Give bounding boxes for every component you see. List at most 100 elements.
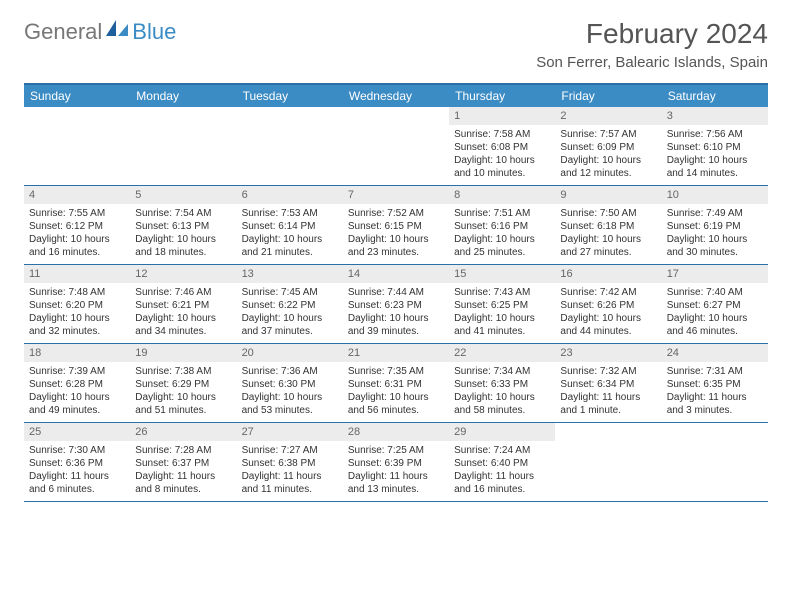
daylight-line: Daylight: 10 hours and 32 minutes. <box>29 312 125 338</box>
daylight-line: Daylight: 10 hours and 51 minutes. <box>135 391 231 417</box>
sunset-line: Sunset: 6:22 PM <box>242 299 338 312</box>
week-row: 18Sunrise: 7:39 AMSunset: 6:28 PMDayligh… <box>24 344 768 423</box>
day-number: 22 <box>449 344 555 362</box>
daylight-line: Daylight: 10 hours and 41 minutes. <box>454 312 550 338</box>
day-cell: 3Sunrise: 7:56 AMSunset: 6:10 PMDaylight… <box>662 107 768 185</box>
day-number: 29 <box>449 423 555 441</box>
sunset-line: Sunset: 6:16 PM <box>454 220 550 233</box>
sunset-line: Sunset: 6:23 PM <box>348 299 444 312</box>
day-body: Sunrise: 7:43 AMSunset: 6:25 PMDaylight:… <box>449 286 555 342</box>
day-body: Sunrise: 7:40 AMSunset: 6:27 PMDaylight:… <box>662 286 768 342</box>
daylight-line: Daylight: 10 hours and 34 minutes. <box>135 312 231 338</box>
sunset-line: Sunset: 6:29 PM <box>135 378 231 391</box>
day-cell: 10Sunrise: 7:49 AMSunset: 6:19 PMDayligh… <box>662 186 768 264</box>
day-number: 16 <box>555 265 661 283</box>
day-cell: 18Sunrise: 7:39 AMSunset: 6:28 PMDayligh… <box>24 344 130 422</box>
day-cell: 27 Sunrise: 7:27 AMSunset: 6:38 PMDayligh… <box>237 423 343 501</box>
weekday-thu: Thursday <box>449 85 555 107</box>
header: General Blue February 2024 Son Ferrer, B… <box>24 18 768 71</box>
calendar: Sunday Monday Tuesday Wednesday Thursday… <box>24 83 768 502</box>
week-row: 25Sunrise: 7:30 AMSunset: 6:36 PMDayligh… <box>24 423 768 502</box>
day-body: Sunrise: 7:42 AMSunset: 6:26 PMDaylight:… <box>555 286 661 342</box>
sunset-line: Sunset: 6:35 PM <box>667 378 763 391</box>
sunset-line: Sunset: 6:25 PM <box>454 299 550 312</box>
day-number: 12 <box>130 265 236 283</box>
sunrise-line: Sunrise: 7:57 AM <box>560 128 656 141</box>
sunrise-line: Sunrise: 7:24 AM <box>454 444 550 457</box>
day-number: 13 <box>237 265 343 283</box>
day-body: Sunrise: 7:45 AMSunset: 6:22 PMDaylight:… <box>237 286 343 342</box>
day-number: 23 <box>555 344 661 362</box>
sunrise-line: Sunrise: 7:56 AM <box>667 128 763 141</box>
day-body: Sunrise: 7:44 AMSunset: 6:23 PMDaylight:… <box>343 286 449 342</box>
sail-icon <box>104 18 130 45</box>
day-cell: 14Sunrise: 7:44 AMSunset: 6:23 PMDayligh… <box>343 265 449 343</box>
daylight-line: Daylight: 10 hours and 27 minutes. <box>560 233 656 259</box>
day-cell: 8Sunrise: 7:51 AMSunset: 6:16 PMDaylight… <box>449 186 555 264</box>
daylight-line: Daylight: 11 hours and 16 minutes. <box>454 470 550 496</box>
day-cell: 21Sunrise: 7:35 AMSunset: 6:31 PMDayligh… <box>343 344 449 422</box>
weekday-wed: Wednesday <box>343 85 449 107</box>
daylight-line: Daylight: 11 hours and 11 minutes. <box>242 470 338 496</box>
sunrise-line: Sunrise: 7:28 AM <box>135 444 231 457</box>
day-body: Sunrise: 7:35 AMSunset: 6:31 PMDaylight:… <box>343 365 449 421</box>
day-body: Sunrise: 7:46 AMSunset: 6:21 PMDaylight:… <box>130 286 236 342</box>
day-cell: 6Sunrise: 7:53 AMSunset: 6:14 PMDaylight… <box>237 186 343 264</box>
day-number: 1 <box>449 107 555 125</box>
month-title: February 2024 <box>536 18 768 50</box>
day-cell: 23Sunrise: 7:32 AMSunset: 6:34 PMDayligh… <box>555 344 661 422</box>
day-number: 27 <box>237 423 343 441</box>
day-number: 10 <box>662 186 768 204</box>
sunset-line: Sunset: 6:30 PM <box>242 378 338 391</box>
day-number: 6 <box>237 186 343 204</box>
sunset-line: Sunset: 6:12 PM <box>29 220 125 233</box>
sunrise-line: Sunrise: 7:30 AM <box>29 444 125 457</box>
day-number: 2 <box>555 107 661 125</box>
day-body: Sunrise: 7:34 AMSunset: 6:33 PMDaylight:… <box>449 365 555 421</box>
day-cell: 28Sunrise: 7:25 AMSunset: 6:39 PMDayligh… <box>343 423 449 501</box>
day-number: 11 <box>24 265 130 283</box>
day-cell: 20Sunrise: 7:36 AMSunset: 6:30 PMDayligh… <box>237 344 343 422</box>
day-cell: 15 Sunrise: 7:43 AMSunset: 6:25 PMDayligh… <box>449 265 555 343</box>
sunrise-line: Sunrise: 7:54 AM <box>135 207 231 220</box>
day-body: Sunrise: 7:54 AMSunset: 6:13 PMDaylight:… <box>130 207 236 263</box>
day-body: Sunrise: 7:27 AMSunset: 6:38 PMDaylight:… <box>237 444 343 500</box>
day-cell: 1Sunrise: 7:58 AMSunset: 6:08 PMDaylight… <box>449 107 555 185</box>
day-body: Sunrise: 7:55 AMSunset: 6:12 PMDaylight:… <box>24 207 130 263</box>
sunset-line: Sunset: 6:34 PM <box>560 378 656 391</box>
day-number: 18 <box>24 344 130 362</box>
daylight-line: Daylight: 10 hours and 21 minutes. <box>242 233 338 259</box>
daylight-line: Daylight: 10 hours and 56 minutes. <box>348 391 444 417</box>
day-cell: . <box>555 423 661 501</box>
day-cell: 12 Sunrise: 7:46 AMSunset: 6:21 PMDayligh… <box>130 265 236 343</box>
day-number: 9 <box>555 186 661 204</box>
sunset-line: Sunset: 6:36 PM <box>29 457 125 470</box>
daylight-line: Daylight: 10 hours and 23 minutes. <box>348 233 444 259</box>
daylight-line: Daylight: 10 hours and 14 minutes. <box>667 154 763 180</box>
daylight-line: Daylight: 10 hours and 37 minutes. <box>242 312 338 338</box>
sunrise-line: Sunrise: 7:45 AM <box>242 286 338 299</box>
sunset-line: Sunset: 6:31 PM <box>348 378 444 391</box>
location: Son Ferrer, Balearic Islands, Spain <box>536 54 768 71</box>
sunset-line: Sunset: 6:13 PM <box>135 220 231 233</box>
day-cell: 9Sunrise: 7:50 AMSunset: 6:18 PMDaylight… <box>555 186 661 264</box>
sunrise-line: Sunrise: 7:42 AM <box>560 286 656 299</box>
daylight-line: Daylight: 10 hours and 25 minutes. <box>454 233 550 259</box>
weekday-sun: Sunday <box>24 85 130 107</box>
day-cell: 22 Sunrise: 7:34 AMSunset: 6:33 PMDayligh… <box>449 344 555 422</box>
sunset-line: Sunset: 6:09 PM <box>560 141 656 154</box>
day-number: 5 <box>130 186 236 204</box>
sunset-line: Sunset: 6:20 PM <box>29 299 125 312</box>
sunset-line: Sunset: 6:21 PM <box>135 299 231 312</box>
day-body: Sunrise: 7:36 AMSunset: 6:30 PMDaylight:… <box>237 365 343 421</box>
sunrise-line: Sunrise: 7:39 AM <box>29 365 125 378</box>
day-cell: 11Sunrise: 7:48 AMSunset: 6:20 PMDayligh… <box>24 265 130 343</box>
daylight-line: Daylight: 11 hours and 1 minute. <box>560 391 656 417</box>
sunrise-line: Sunrise: 7:53 AM <box>242 207 338 220</box>
day-body: Sunrise: 7:57 AMSunset: 6:09 PMDaylight:… <box>555 128 661 184</box>
sunrise-line: Sunrise: 7:40 AM <box>667 286 763 299</box>
day-cell: 25Sunrise: 7:30 AMSunset: 6:36 PMDayligh… <box>24 423 130 501</box>
title-block: February 2024 Son Ferrer, Balearic Islan… <box>536 18 768 71</box>
sunset-line: Sunset: 6:40 PM <box>454 457 550 470</box>
day-number: 15 <box>449 265 555 283</box>
